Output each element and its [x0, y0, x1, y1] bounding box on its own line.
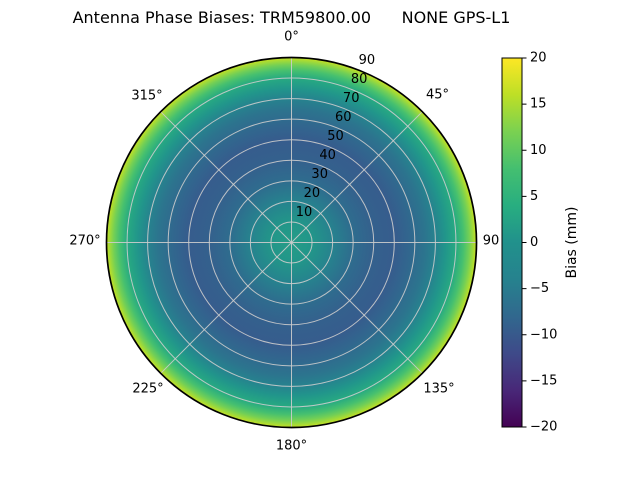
theta-label-45: 45° — [426, 88, 449, 103]
theta-label-0: 0° — [284, 30, 299, 45]
r-label-70: 70 — [343, 91, 360, 106]
r-label-30: 30 — [311, 167, 328, 182]
cbar-label-15: 15 — [530, 97, 547, 112]
r-label-90: 90 — [359, 53, 376, 68]
theta-label-135: 135° — [423, 382, 454, 397]
cbar-label-10: 10 — [530, 143, 547, 158]
cbar-label-0: 0 — [530, 235, 538, 250]
colorbar: 20 15 10 5 0 −5 −10 −15 −20 Bias (mm) — [501, 51, 580, 435]
cbar-label-n5: −5 — [530, 281, 549, 296]
cbar-label-n10: −10 — [530, 327, 557, 342]
r-tick-labels: 10 20 30 40 50 60 70 80 90 — [296, 53, 375, 220]
cbar-label-20: 20 — [530, 51, 547, 66]
colorbar-tick-marks — [522, 57, 527, 428]
colorbar-bar — [501, 57, 523, 428]
polar-outline — [105, 56, 478, 429]
r-label-50: 50 — [327, 129, 344, 144]
cbar-label-5: 5 — [530, 189, 538, 204]
theta-label-225: 225° — [132, 382, 163, 397]
chart-title: Antenna Phase Biases: TRM59800.00 NONE G… — [72, 8, 511, 27]
theta-label-180: 180° — [276, 439, 307, 454]
theta-tick-labels: 0° 45° 90 135° 180° 225° 270° 315° — [69, 30, 499, 454]
theta-label-315: 315° — [131, 89, 162, 104]
r-label-80: 80 — [351, 72, 368, 87]
r-label-20: 20 — [304, 186, 321, 201]
theta-label-270: 270° — [69, 234, 100, 249]
colorbar-tick-labels: 20 15 10 5 0 −5 −10 −15 −20 — [530, 51, 557, 435]
colorbar-axis-label: Bias (mm) — [564, 206, 580, 278]
r-label-10: 10 — [296, 205, 313, 220]
theta-label-90: 90 — [483, 234, 500, 249]
cbar-label-n15: −15 — [530, 373, 557, 388]
polar-grid-spokes — [106, 57, 477, 428]
r-label-60: 60 — [335, 110, 352, 125]
r-label-40: 40 — [319, 148, 336, 163]
spoke-135-315 — [160, 111, 423, 374]
cbar-label-n20: −20 — [530, 420, 557, 435]
